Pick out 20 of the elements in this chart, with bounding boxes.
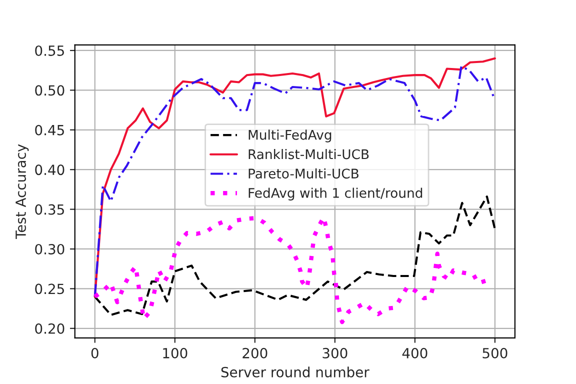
y-axis-title: Test Accuracy: [16, 144, 29, 240]
legend-label: Ranklist-Multi-UCB: [248, 148, 369, 160]
y-tick-label: 0.20: [35, 323, 64, 334]
x-axis-title: Server round number: [221, 366, 370, 378]
x-tick-label: 200: [242, 348, 268, 358]
y-tick-label: 0.55: [35, 45, 64, 56]
y-tick-label: 0.25: [35, 284, 64, 294]
y-tick-label: 0.40: [35, 164, 64, 176]
x-tick-label: 500: [482, 348, 508, 358]
x-tick-label: 100: [163, 348, 188, 358]
x-tick-label: 0: [91, 348, 98, 358]
y-tick-label: 0.30: [35, 244, 64, 254]
legend-label: Pareto-Multi-UCB: [248, 168, 358, 179]
y-tick-label: 0.50: [35, 85, 64, 96]
y-tick-label: 0.45: [35, 124, 64, 136]
x-tick-label: 300: [322, 348, 348, 358]
legend-label: Multi-FedAvg: [248, 130, 332, 142]
y-tick-label: 0.35: [35, 204, 64, 215]
x-tick-label: 400: [402, 348, 428, 358]
legend-label: FedAvg with 1 client/round: [248, 188, 422, 200]
